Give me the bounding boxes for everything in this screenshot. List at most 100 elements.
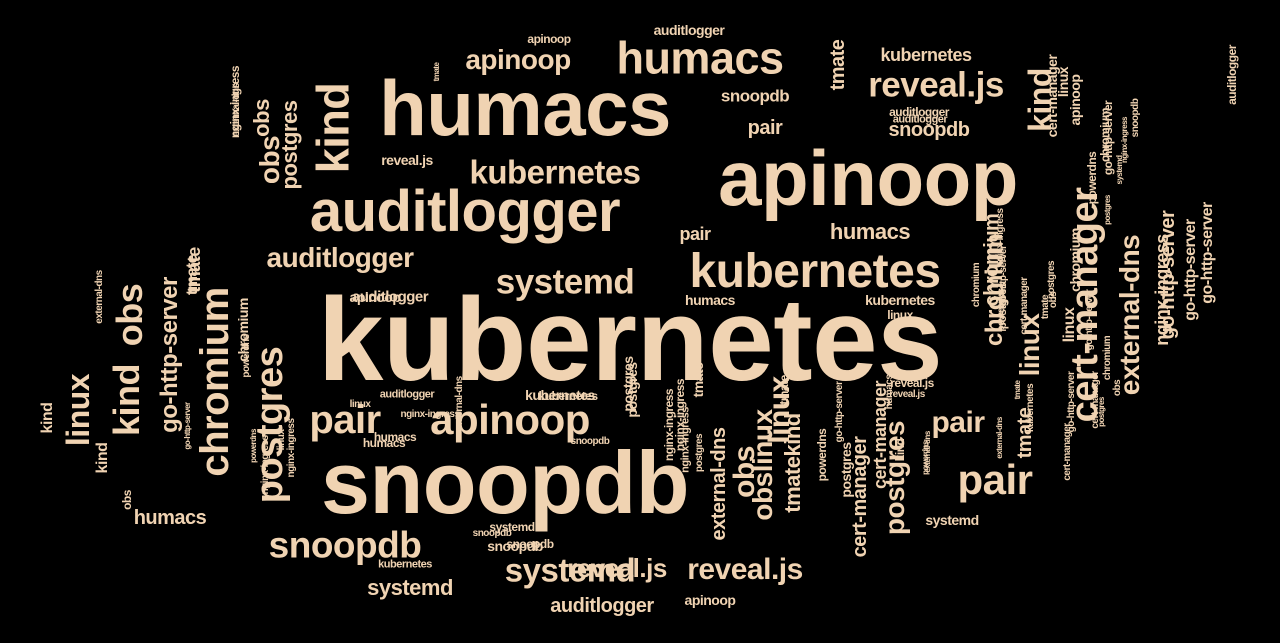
word-31: kind xyxy=(39,402,56,434)
word-46: systemd xyxy=(504,551,636,589)
word-99: external-dns xyxy=(454,376,465,430)
word-149: snoopdb xyxy=(1130,98,1141,138)
word-17: pair xyxy=(931,406,985,439)
word-76: humacs xyxy=(362,436,406,450)
word-110: nginx-ingress xyxy=(260,435,271,495)
word-135: auditlogger xyxy=(892,113,948,126)
word-24: linux xyxy=(60,373,96,447)
word-54: pair xyxy=(679,224,711,244)
word-44: kubernetes xyxy=(880,45,972,65)
word-59: go-http-server xyxy=(1182,219,1199,321)
word-81: auditlogger xyxy=(379,388,435,401)
word-47: reveal.js xyxy=(687,553,803,586)
word-39: systemd xyxy=(367,575,453,600)
word-125: auditlogger xyxy=(889,105,949,119)
word-68: linux xyxy=(1061,307,1078,343)
word-65: tmate xyxy=(184,254,201,296)
word-123: chromium xyxy=(1102,335,1113,381)
word-84: snoopdb xyxy=(570,436,610,447)
word-4: auditlogger xyxy=(309,179,621,244)
word-102: powerdns xyxy=(241,334,252,378)
word-105: go-http-server xyxy=(183,402,192,450)
word-50: apinoop xyxy=(349,289,401,305)
word-15: external-dns xyxy=(1114,234,1145,396)
word-58: obs xyxy=(249,99,274,137)
word-145: cert-manager xyxy=(1044,54,1060,138)
word-6: humacs xyxy=(616,32,784,84)
word-53: reveal.js xyxy=(381,152,433,168)
word-89: kubernetes xyxy=(378,558,432,571)
word-28: auditlogger xyxy=(351,288,429,306)
word-51: kubernetes xyxy=(865,292,935,308)
word-82: kubernetes xyxy=(538,389,598,403)
word-55: snoopdb xyxy=(720,86,790,106)
word-61: external-dns xyxy=(708,427,730,541)
word-18: pair xyxy=(309,398,381,442)
word-11: snoopdb xyxy=(268,524,422,566)
word-52: auditlogger xyxy=(550,595,654,617)
word-1: snoopdb xyxy=(321,433,689,532)
word-9: systemd xyxy=(495,262,635,302)
word-23: kind xyxy=(106,363,147,437)
word-5: kubernetes xyxy=(689,245,941,298)
word-75: tmate xyxy=(690,362,706,398)
word-36: snoopdb xyxy=(487,538,543,554)
word-35: humacs xyxy=(133,507,207,529)
word-116: tmate xyxy=(432,62,441,82)
word-143: linux xyxy=(349,399,371,410)
word-146: postgres xyxy=(995,282,1009,330)
word-45: snoopdb xyxy=(888,119,970,141)
word-63: humacs xyxy=(685,292,735,308)
word-7: apinoop xyxy=(465,44,571,75)
word-60: tmate xyxy=(827,39,849,91)
word-56: snoopdb xyxy=(506,537,554,551)
word-77: postgres xyxy=(838,442,854,498)
word-104: humacs xyxy=(884,374,895,410)
word-111: nginx-ingress xyxy=(662,388,676,462)
word-12: auditlogger xyxy=(266,242,414,273)
word-122: go-http-server xyxy=(834,381,845,443)
word-10: reveal.js xyxy=(868,65,1004,105)
word-48: pair xyxy=(747,117,783,139)
word-132: obs xyxy=(1112,379,1123,397)
word-0: kubernetes xyxy=(317,274,943,406)
word-88: linux xyxy=(887,308,913,322)
word-115: go-http-server xyxy=(1084,289,1095,351)
word-57: kubernetes xyxy=(525,387,595,403)
word-30: postgres xyxy=(277,100,302,190)
word-112: powerdns xyxy=(815,428,829,482)
word-16: pair xyxy=(957,456,1033,503)
word-93: apinoop xyxy=(684,592,736,608)
word-109: external-dns xyxy=(995,417,1004,459)
word-70: chromium xyxy=(1067,228,1083,292)
word-134: cert-manager xyxy=(1090,371,1101,429)
word-129: postgres xyxy=(694,433,705,473)
word-13: kind xyxy=(307,82,359,174)
word-86: auditlogger xyxy=(1225,45,1239,105)
word-40: obslinux xyxy=(747,409,778,521)
word-19: apinoop xyxy=(430,396,590,443)
word-8: kubernetes xyxy=(469,153,641,191)
word-66: tmatekind xyxy=(780,413,805,513)
word-3: humacs xyxy=(379,64,671,152)
word-130: go-http-server xyxy=(1066,371,1077,433)
word-119: powerdns xyxy=(1085,151,1099,205)
word-2: apinoop xyxy=(718,134,1018,222)
word-94: systemd xyxy=(489,520,535,534)
word-80: auditlogger xyxy=(653,22,725,38)
word-139: tmate xyxy=(1013,380,1022,400)
word-113: chromium xyxy=(971,262,982,308)
word-92: go-http-server xyxy=(1199,202,1216,304)
word-49: humacs xyxy=(829,219,911,244)
word-148: systemd xyxy=(1115,155,1124,185)
word-96: reveal.js xyxy=(889,389,925,400)
word-106: postgres xyxy=(1103,195,1112,225)
word-138: postgres xyxy=(1046,260,1057,300)
word-128: linux xyxy=(276,429,287,451)
word-114: cert-manager xyxy=(1019,277,1030,335)
word-118: external-dns xyxy=(94,270,105,324)
word-95: snoopdb xyxy=(472,528,512,539)
word-107: kind xyxy=(893,438,907,462)
word-21: chromium xyxy=(193,287,237,477)
